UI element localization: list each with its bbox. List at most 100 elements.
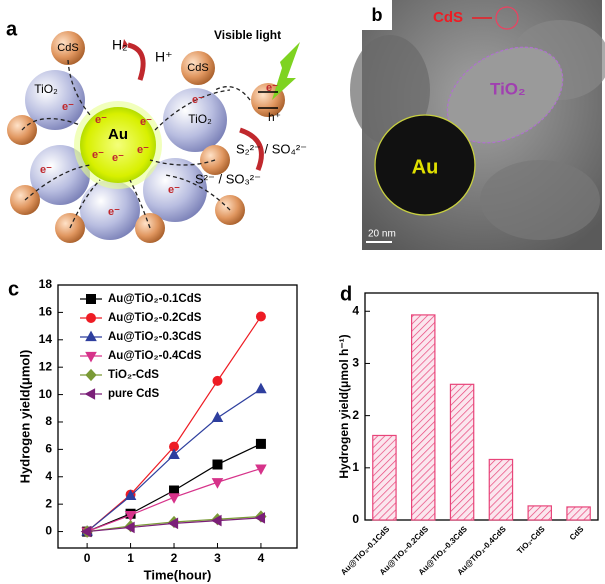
- x-tick-label: 3: [214, 551, 221, 565]
- y-axis-label: Hydrogen yield(μmol h⁻¹): [337, 334, 351, 478]
- reactants-label: S²⁻ / SO₃²⁻: [195, 171, 261, 186]
- light-bolt: [272, 42, 300, 100]
- legend-label: Au@TiO₂-0.1CdS: [108, 293, 202, 305]
- x-tick-label: TiO₂-CdS: [515, 524, 547, 556]
- scale-label: 20 nm: [368, 229, 396, 240]
- marker: [168, 448, 180, 459]
- bar: [372, 434, 397, 521]
- x-tick-label: 0: [84, 551, 91, 565]
- marker: [255, 464, 267, 475]
- y-tick-label: 18: [39, 277, 53, 291]
- labels: a CdS CdS TiO₂ TiO₂ Au H₂ H⁺ Visible lig…: [6, 18, 307, 218]
- marker: [255, 438, 266, 449]
- marker: [124, 521, 135, 534]
- y-tick-label: 0: [352, 512, 359, 526]
- y-tick-label: 2: [45, 496, 52, 510]
- electron: e⁻: [140, 116, 152, 128]
- electron: e⁻: [40, 164, 52, 176]
- y-tick-label: 8: [45, 414, 52, 428]
- marker: [211, 411, 224, 422]
- panel-label: c: [8, 278, 19, 300]
- legend-marker: [85, 368, 97, 382]
- panel-label: b: [372, 5, 383, 25]
- legend-marker: [84, 388, 96, 400]
- plot-frame: [57, 284, 298, 549]
- marker: [255, 382, 267, 394]
- cds-outline: [495, 6, 519, 30]
- y-tick-label: 14: [39, 332, 53, 346]
- cds-label: CdS: [433, 9, 463, 26]
- plot-frame: [364, 292, 599, 521]
- products-label: S₂²⁻ / SO₄²⁻: [236, 141, 307, 156]
- label-box: [362, 0, 392, 30]
- bar: [566, 506, 591, 521]
- electron: e⁻: [95, 114, 107, 126]
- legend-label: Au@TiO₂-0.3CdS: [108, 331, 202, 343]
- y-tick-label: 3: [352, 356, 359, 370]
- electron-paths: [21, 59, 251, 229]
- y-tick-label: 2: [352, 408, 359, 422]
- x-axis-label: Time(hour): [144, 567, 212, 582]
- bar: [527, 505, 552, 521]
- marker: [212, 459, 223, 470]
- tio2-outline: [446, 46, 564, 144]
- panel-a: a CdS CdS TiO₂ TiO₂ Au H₂ H⁺ Visible lig…: [6, 18, 307, 243]
- bar: [488, 458, 514, 521]
- arrow-h2: [127, 42, 146, 81]
- panel-b: b CdS TiO₂ Au 20 nm: [350, 0, 605, 250]
- tio2-label: TiO₂: [490, 79, 526, 98]
- series-line: [86, 388, 262, 533]
- electron: e⁻: [112, 152, 124, 164]
- legend-label: pure CdS: [108, 388, 159, 400]
- legend-marker: [86, 294, 96, 304]
- hplus-label: H⁺: [155, 49, 173, 65]
- electrons: e⁻ e⁻ e⁻ e⁻ e⁻ e⁻ e⁻ e⁻ e⁻ e⁻ e⁻: [40, 82, 278, 218]
- bar: [449, 383, 475, 521]
- electron: e⁻: [62, 101, 74, 113]
- light-label: Visible light: [214, 28, 281, 42]
- legend-label: Au@TiO₂-0.2CdS: [108, 312, 202, 324]
- marker: [168, 493, 180, 504]
- y-tick-label: 1: [352, 460, 359, 474]
- marker: [255, 311, 266, 322]
- electron: e⁻: [108, 206, 120, 218]
- legend-label: TiO₂-CdS: [108, 369, 159, 381]
- marker: [211, 478, 224, 489]
- cds-label: CdS: [57, 42, 78, 54]
- electron: e⁻: [192, 94, 204, 106]
- y-tick-label: 4: [45, 469, 52, 483]
- x-tick-label: CdS: [568, 524, 586, 542]
- electron: e⁻: [266, 82, 278, 94]
- marker: [254, 512, 266, 524]
- tio2-label: TiO₂: [34, 82, 58, 96]
- electron: e⁻: [168, 184, 180, 196]
- tio2-label: TiO₂: [188, 112, 212, 126]
- electron: e⁻: [137, 144, 149, 156]
- y-tick-label: 12: [39, 359, 53, 373]
- legend-marker: [85, 330, 97, 342]
- electron: e⁻: [92, 149, 104, 161]
- y-tick-label: 4: [352, 303, 359, 317]
- y-axis-label: Hydrogen yield(μmol): [17, 350, 32, 484]
- au-label: Au: [108, 126, 128, 143]
- cds-label: CdS: [187, 62, 208, 74]
- x-tick-label: 1: [127, 551, 134, 565]
- au-label: Au: [412, 156, 439, 178]
- arrowhead: [122, 39, 128, 49]
- x-tick-label: 2: [171, 551, 178, 565]
- y-tick-label: 6: [45, 442, 52, 456]
- h2-label: H₂: [112, 37, 128, 53]
- y-tick-label: 16: [39, 305, 53, 319]
- marker: [211, 514, 222, 527]
- marker: [124, 489, 137, 501]
- bar: [411, 314, 436, 521]
- marker: [212, 375, 223, 386]
- legend-marker: [85, 351, 97, 363]
- y-tick-label: 10: [39, 387, 53, 401]
- au-particle: [374, 114, 476, 216]
- legend-marker: [86, 313, 96, 323]
- marker: [167, 517, 179, 530]
- legend-label: Au@TiO₂-0.4CdS: [108, 350, 202, 362]
- panel-label: a: [6, 18, 18, 40]
